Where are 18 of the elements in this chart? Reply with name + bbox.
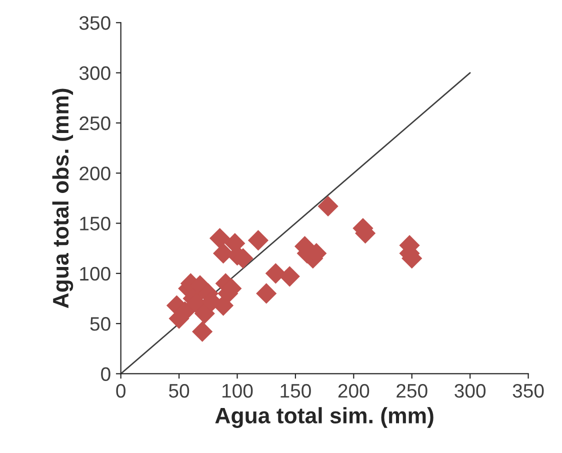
x-tick-label: 0	[116, 384, 126, 398]
x-tick-label: 200	[338, 384, 370, 398]
y-tick-label: 250	[80, 116, 110, 130]
y-tick-label: 100	[80, 266, 110, 281]
y-tick-label: 50	[90, 317, 110, 331]
y-axis-title: Agua total obs. (mm)	[52, 88, 74, 308]
y-tick-label: 350	[79, 16, 110, 30]
x-tick-label: 250	[396, 384, 428, 398]
x-tick-label: 50	[169, 384, 190, 398]
y-tick-label: 0	[101, 367, 110, 381]
x-tick-label: 300	[454, 384, 486, 398]
x-tick-label: 100	[222, 384, 253, 398]
x-tick-label: 150	[280, 384, 311, 398]
y-tick-label: 200	[80, 166, 110, 180]
x-axis-title: Agua total sim. (mm)	[215, 407, 434, 428]
x-tick-label: 350	[512, 384, 544, 398]
y-tick-label: 150	[80, 216, 110, 230]
y-tick-label: 300	[79, 66, 110, 80]
